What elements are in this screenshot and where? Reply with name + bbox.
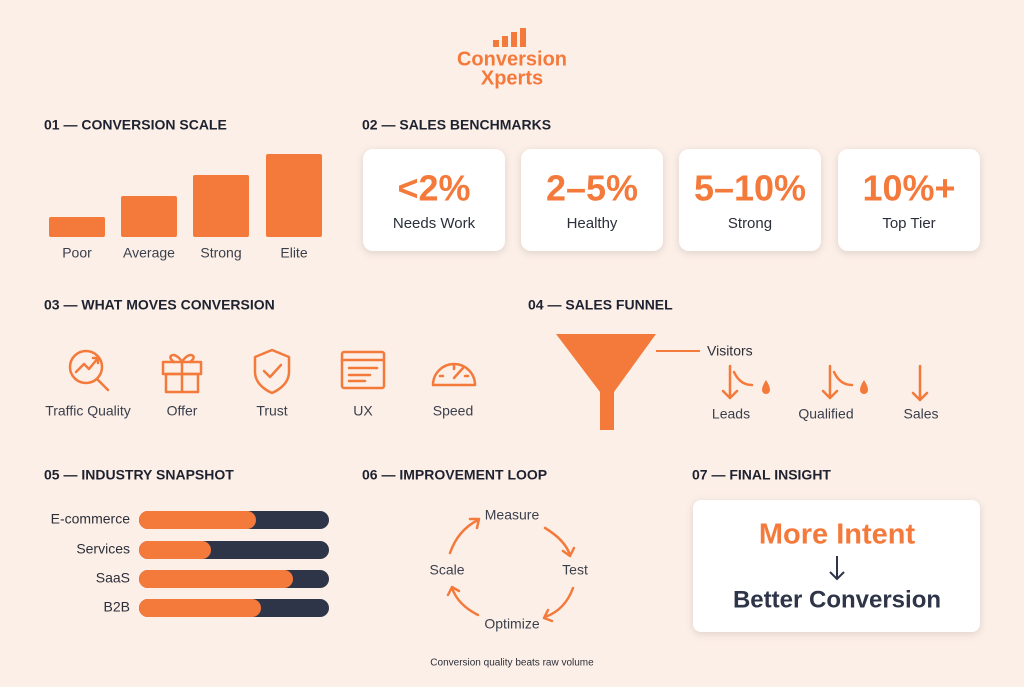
section-title: 02 — SALES BENCHMARKS bbox=[362, 117, 551, 133]
decoration bbox=[511, 32, 517, 47]
decoration bbox=[493, 40, 499, 47]
driver-label: Traffic Quality bbox=[45, 403, 131, 419]
funnel-stage: Leads bbox=[712, 406, 750, 422]
benchmark-card: 2–5% Healthy bbox=[521, 149, 663, 251]
card-bg bbox=[521, 149, 663, 251]
scale-label: Strong bbox=[200, 245, 241, 261]
driver-label: Trust bbox=[256, 403, 287, 419]
funnel-stage: Visitors bbox=[707, 343, 753, 359]
benchmark-label: Top Tier bbox=[882, 215, 935, 232]
benchmark-value: 2–5% bbox=[546, 168, 638, 209]
section-title: 04 — SALES FUNNEL bbox=[528, 297, 673, 313]
benchmark-label: Healthy bbox=[567, 215, 618, 232]
benchmark-label: Strong bbox=[728, 215, 772, 232]
decoration bbox=[68, 349, 104, 385]
decoration bbox=[340, 350, 386, 390]
industry-label: SaaS bbox=[96, 570, 130, 586]
icon-speed bbox=[431, 362, 477, 387]
benchmark-card: <2% Needs Work bbox=[363, 149, 505, 251]
loop-arrows bbox=[446, 517, 576, 623]
decoration bbox=[520, 28, 526, 47]
funnel-stage: Qualified bbox=[798, 406, 853, 422]
scale-bar bbox=[266, 154, 322, 237]
decoration bbox=[139, 541, 211, 559]
icon-ux bbox=[340, 350, 386, 390]
arrow-icon bbox=[911, 364, 929, 402]
logo-line2: Xperts bbox=[481, 67, 543, 89]
icon-traffic bbox=[68, 349, 110, 392]
section-title: 05 — INDUSTRY SNAPSHOT bbox=[44, 467, 234, 483]
decoration bbox=[448, 517, 481, 555]
decoration bbox=[340, 358, 386, 383]
section-title: 01 — CONVERSION SCALE bbox=[44, 117, 227, 133]
scale-bar bbox=[49, 217, 105, 237]
loop-step: Optimize bbox=[484, 616, 539, 632]
decoration: <2% Needs Work 2–5% Healthy 5–10% Strong 10%+ T… bbox=[363, 149, 980, 251]
benchmark-card: 10%+ Top Tier bbox=[838, 149, 980, 251]
decoration bbox=[543, 526, 576, 558]
decoration bbox=[139, 599, 261, 617]
decoration bbox=[253, 348, 291, 395]
section-title: 06 — IMPROVEMENT LOOP bbox=[362, 467, 547, 483]
scale-label: Poor bbox=[62, 245, 92, 261]
decoration bbox=[139, 570, 293, 588]
decoration bbox=[502, 36, 508, 47]
benchmark-value: 5–10% bbox=[694, 168, 806, 209]
loop-step: Test bbox=[562, 562, 588, 578]
card-bg bbox=[679, 149, 821, 251]
decoration bbox=[542, 586, 575, 623]
insight-line2: Better Conversion bbox=[733, 586, 941, 613]
benchmark-value: 10%+ bbox=[862, 168, 955, 209]
down-arrow bbox=[829, 556, 845, 581]
footer-note: Conversion quality beats raw volume bbox=[430, 658, 594, 669]
logo-line1: Conversion bbox=[457, 48, 567, 70]
loop-step: Scale bbox=[429, 562, 464, 578]
driver-label: Speed bbox=[433, 403, 473, 419]
benchmark-label: Needs Work bbox=[393, 215, 476, 232]
driver-label: Offer bbox=[167, 403, 198, 419]
logo-icon bbox=[493, 28, 526, 47]
section-title: 07 — FINAL INSIGHT bbox=[692, 467, 831, 483]
decoration bbox=[74, 356, 110, 392]
benchmark-card: 5–10% Strong bbox=[679, 149, 821, 251]
decoration bbox=[446, 585, 480, 617]
decoration bbox=[169, 353, 195, 394]
industry-bars bbox=[139, 511, 329, 617]
decoration bbox=[438, 364, 470, 380]
scale-bar bbox=[121, 196, 177, 237]
decoration bbox=[139, 511, 256, 529]
driver-label: UX bbox=[353, 403, 373, 419]
industry-label: Services bbox=[76, 541, 130, 557]
decoration bbox=[262, 363, 283, 379]
industry-label: B2B bbox=[104, 599, 130, 615]
scale-label: Elite bbox=[280, 245, 307, 261]
icon-trust bbox=[253, 348, 291, 395]
card-bg bbox=[838, 149, 980, 251]
benchmark-value: <2% bbox=[397, 168, 470, 209]
icon-offer bbox=[161, 353, 203, 394]
funnel-shape bbox=[556, 334, 656, 430]
scale-label: Average bbox=[123, 245, 175, 261]
industry-label: E-commerce bbox=[51, 511, 131, 527]
arrow-icon bbox=[821, 364, 854, 400]
insight-line1: More Intent bbox=[759, 519, 916, 551]
card-bg bbox=[363, 149, 505, 251]
section-title: 03 — WHAT MOVES CONVERSION bbox=[44, 297, 275, 313]
drop-icon bbox=[860, 380, 868, 394]
drop-icon bbox=[762, 380, 770, 394]
funnel-stage: Sales bbox=[903, 406, 938, 422]
decoration bbox=[431, 362, 477, 387]
loop-step: Measure bbox=[485, 507, 540, 523]
arrow-icon bbox=[721, 364, 754, 400]
scale-bar bbox=[193, 175, 249, 237]
